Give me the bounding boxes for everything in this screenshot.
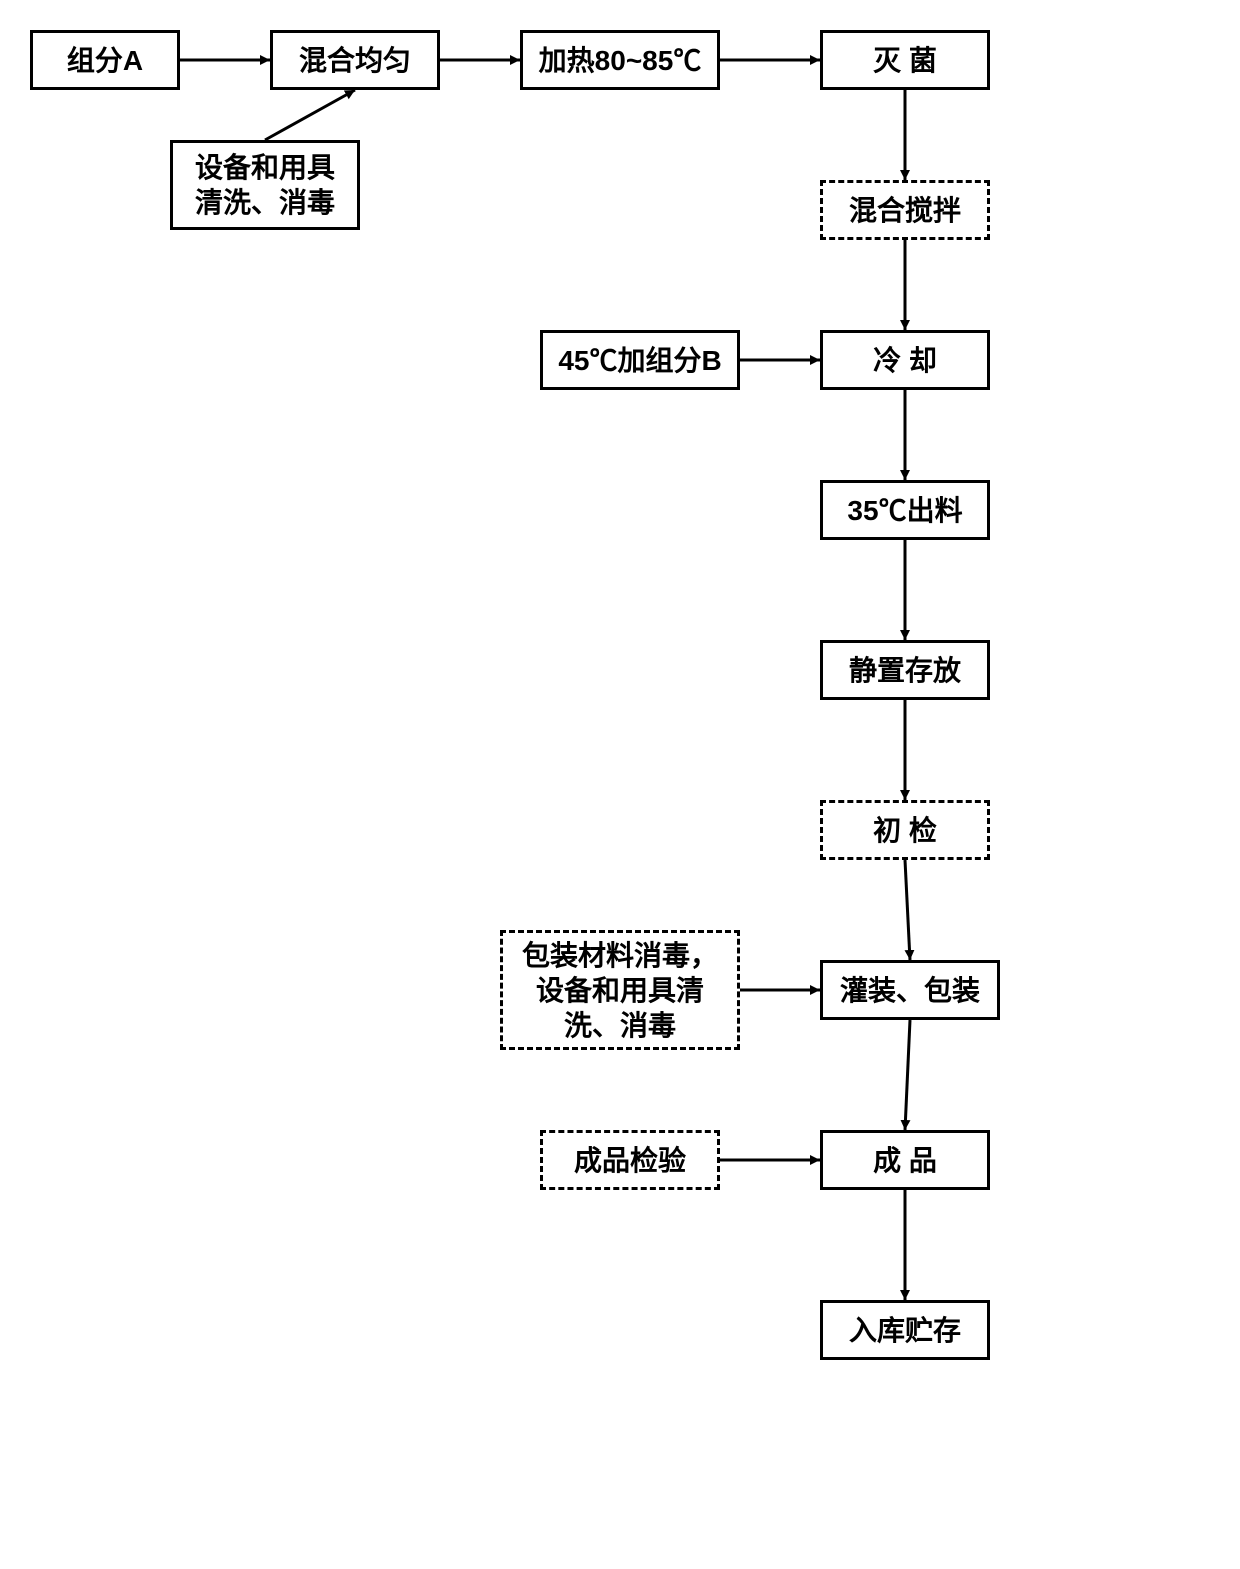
node-label: 45℃加组分B	[558, 343, 721, 378]
node-label: 入库贮存	[849, 1313, 961, 1348]
flowchart-edge	[905, 860, 910, 960]
flowchart-node-n2: 混合均匀	[270, 30, 440, 90]
flowchart-node-n4: 灭 菌	[820, 30, 990, 90]
node-label: 成 品	[873, 1143, 937, 1178]
flowchart-arrows	[0, 0, 1240, 1569]
node-label: 灌装、包装	[840, 973, 980, 1008]
flowchart-node-n8: 冷 却	[820, 330, 990, 390]
node-label: 成品检验	[574, 1143, 686, 1178]
node-label: 混合搅拌	[849, 193, 961, 228]
flowchart-node-n10: 静置存放	[820, 640, 990, 700]
flowchart-node-n3: 加热80~85℃	[520, 30, 720, 90]
flowchart-node-n9: 35℃出料	[820, 480, 990, 540]
flowchart-node-n7: 45℃加组分B	[540, 330, 740, 390]
node-label: 初 检	[873, 813, 937, 848]
node-label: 混合均匀	[299, 43, 411, 78]
flowchart-node-n1: 组分A	[30, 30, 180, 90]
node-label: 加热80~85℃	[539, 43, 702, 78]
node-label: 35℃出料	[847, 493, 962, 528]
node-label: 灭 菌	[873, 43, 937, 78]
flowchart-edge	[265, 90, 355, 140]
flowchart-node-n16: 入库贮存	[820, 1300, 990, 1360]
node-label: 组分A	[67, 43, 143, 78]
node-label: 冷 却	[873, 343, 937, 378]
flowchart-node-n13: 灌装、包装	[820, 960, 1000, 1020]
flowchart-node-n14: 成品检验	[540, 1130, 720, 1190]
flowchart-node-n6: 混合搅拌	[820, 180, 990, 240]
flowchart-canvas: 组分A 混合均匀 加热80~85℃ 灭 菌设备和用具 清洗、消毒混合搅拌 45℃加组分B…	[0, 0, 1240, 1569]
node-label: 包装材料消毒， 设备和用具清 洗、消毒	[522, 938, 718, 1043]
node-label: 静置存放	[849, 653, 961, 688]
flowchart-node-n15: 成 品	[820, 1130, 990, 1190]
flowchart-edge	[905, 1020, 910, 1130]
node-label: 设备和用具 清洗、消毒	[195, 150, 335, 220]
flowchart-node-n5: 设备和用具 清洗、消毒	[170, 140, 360, 230]
flowchart-node-n11: 初 检	[820, 800, 990, 860]
flowchart-node-n12: 包装材料消毒， 设备和用具清 洗、消毒	[500, 930, 740, 1050]
